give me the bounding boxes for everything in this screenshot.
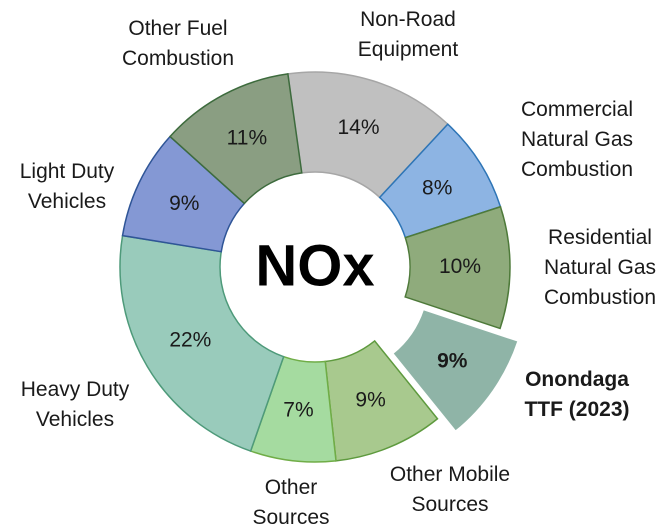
value-label: 7% bbox=[283, 399, 313, 422]
value-label: 10% bbox=[439, 255, 481, 278]
category-label: Light Duty Vehicles bbox=[19, 160, 115, 213]
category-label: Commercial Natural Gas Combustion bbox=[520, 98, 634, 181]
center-label: NOx bbox=[255, 233, 374, 298]
value-label: 8% bbox=[422, 177, 452, 200]
category-label: Other Fuel Combustion bbox=[121, 17, 235, 70]
category-label: Residential Natural Gas Combustion bbox=[543, 226, 657, 309]
donut-segment bbox=[169, 73, 303, 205]
value-label: 9% bbox=[169, 192, 199, 215]
category-label: Other Sources bbox=[252, 476, 330, 529]
value-label: 11% bbox=[227, 127, 267, 150]
category-label: Heavy Duty Vehicles bbox=[20, 378, 130, 431]
category-label: Onondaga TTF (2023) bbox=[524, 368, 630, 421]
value-label: 22% bbox=[169, 329, 211, 352]
value-label: 14% bbox=[337, 116, 379, 139]
donut-segment bbox=[119, 234, 285, 453]
value-label: 9% bbox=[437, 350, 468, 373]
value-label: 9% bbox=[355, 388, 385, 411]
category-label: Non-Road Equipment bbox=[357, 8, 459, 61]
category-label: Other Mobile Sources bbox=[389, 463, 511, 516]
donut-segment bbox=[391, 308, 520, 433]
donut-segment bbox=[404, 205, 511, 330]
